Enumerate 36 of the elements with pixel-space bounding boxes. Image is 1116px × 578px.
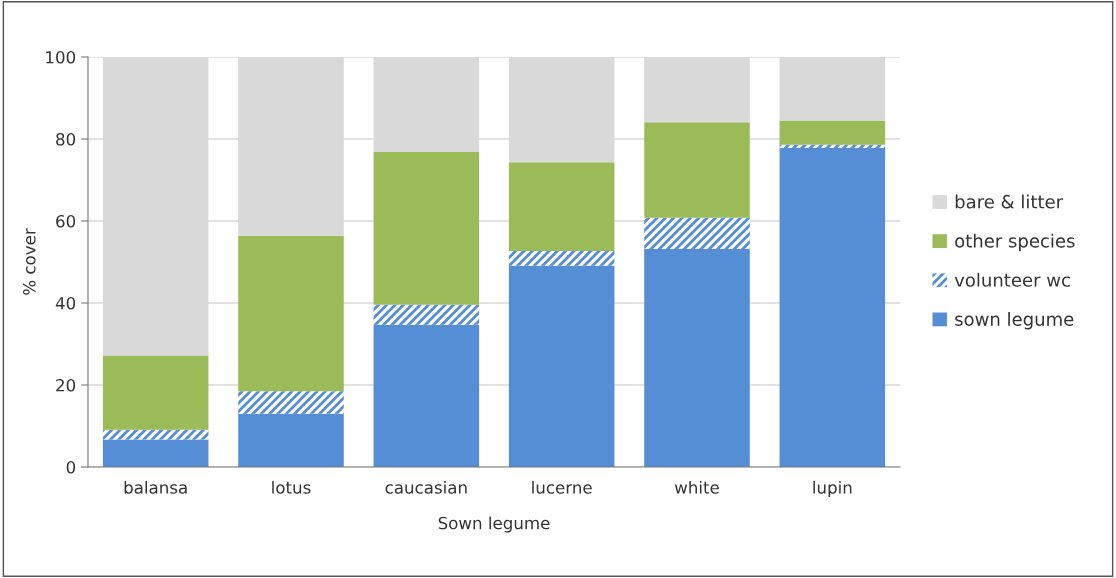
bar (779, 120, 886, 145)
bar (238, 235, 344, 392)
y-tick-label: 0 (66, 460, 76, 474)
y-tick-label: 100 (46, 50, 76, 64)
bar (644, 248, 750, 467)
bar (373, 324, 480, 467)
x-axis-title: Sown legume (438, 516, 550, 533)
y-axis-title: % cover (22, 228, 36, 295)
bar (102, 429, 209, 440)
bar (644, 122, 750, 218)
y-tick-label: 80 (56, 132, 76, 146)
legend-label: volunteer wc (954, 272, 1070, 287)
bar (508, 250, 615, 266)
bar (238, 413, 344, 467)
legend-label: bare & litter (955, 194, 1064, 209)
x-tick-label: white (674, 480, 719, 494)
bar (102, 355, 209, 430)
bar (102, 439, 209, 467)
y-tick-label: 20 (56, 378, 76, 392)
legend-label: sown legume (955, 311, 1074, 330)
bar (373, 304, 480, 325)
x-tick-label: balansa (124, 480, 187, 494)
x-tick-label: lucerne (532, 480, 592, 494)
bar (644, 217, 750, 249)
x-tick-label: caucasian (385, 480, 467, 494)
bar (779, 148, 886, 467)
y-tick-label: 40 (55, 296, 76, 310)
y-tick-label: 60 (56, 214, 76, 228)
legend-label: other species (955, 233, 1075, 252)
x-tick-label: lotus (272, 480, 311, 494)
bar (508, 162, 615, 251)
bar (508, 265, 615, 467)
bar (779, 144, 886, 149)
bar (373, 152, 480, 305)
x-tick-label: lupin (813, 480, 852, 498)
bar (238, 391, 344, 414)
